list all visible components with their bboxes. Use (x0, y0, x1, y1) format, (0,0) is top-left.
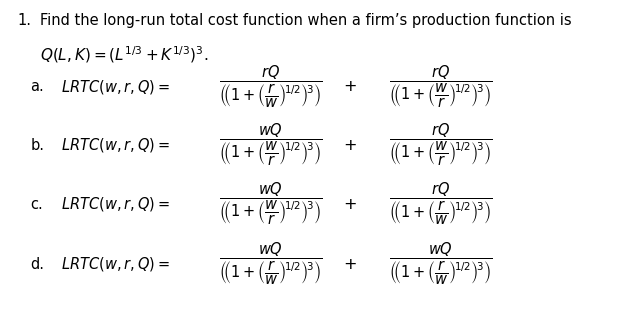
Text: $\mathit{LRTC}(w,r,Q) = $: $\mathit{LRTC}(w,r,Q) = $ (61, 78, 170, 96)
Text: $+$: $+$ (343, 257, 356, 272)
Text: $\mathit{LRTC}(w,r,Q) = $: $\mathit{LRTC}(w,r,Q) = $ (61, 195, 170, 213)
Text: $\dfrac{wQ}{\left(\!\left(1+\left(\dfrac{w}{r}\right)^{\!1/2}\right)^{\!3}\right: $\dfrac{wQ}{\left(\!\left(1+\left(\dfrac… (219, 122, 322, 168)
Text: c.: c. (30, 196, 43, 211)
Text: $\dfrac{rQ}{\left(\!\left(1+\left(\dfrac{w}{r}\right)^{\!1/2}\right)^{\!3}\right: $\dfrac{rQ}{\left(\!\left(1+\left(\dfrac… (389, 64, 492, 110)
Text: $\dfrac{wQ}{\left(\!\left(1+\left(\dfrac{r}{w}\right)^{\!1/2}\right)^{\!3}\right: $\dfrac{wQ}{\left(\!\left(1+\left(\dfrac… (389, 241, 492, 287)
Text: $\dfrac{rQ}{\left(\!\left(1+\left(\dfrac{w}{r}\right)^{\!1/2}\right)^{\!3}\right: $\dfrac{rQ}{\left(\!\left(1+\left(\dfrac… (389, 122, 492, 168)
Text: $+$: $+$ (343, 196, 356, 211)
Text: Find the long-run total cost function when a firm’s production function is: Find the long-run total cost function wh… (40, 13, 571, 28)
Text: $Q(L, K) = \left(L^{1/3} + K^{1/3}\right)^3.$: $Q(L, K) = \left(L^{1/3} + K^{1/3}\right… (40, 44, 208, 65)
Text: $\mathit{LRTC}(w,r,Q) = $: $\mathit{LRTC}(w,r,Q) = $ (61, 255, 170, 273)
Text: $\dfrac{wQ}{\left(\!\left(1+\left(\dfrac{w}{r}\right)^{\!1/2}\right)^{\!3}\right: $\dfrac{wQ}{\left(\!\left(1+\left(\dfrac… (219, 181, 322, 227)
Text: $\dfrac{wQ}{\left(\!\left(1+\left(\dfrac{r}{w}\right)^{\!1/2}\right)^{\!3}\right: $\dfrac{wQ}{\left(\!\left(1+\left(\dfrac… (219, 241, 322, 287)
Text: d.: d. (30, 257, 45, 272)
Text: $+$: $+$ (343, 138, 356, 153)
Text: $\dfrac{rQ}{\left(\!\left(1+\left(\dfrac{r}{w}\right)^{\!1/2}\right)^{\!3}\right: $\dfrac{rQ}{\left(\!\left(1+\left(\dfrac… (389, 181, 492, 227)
Text: $\dfrac{rQ}{\left(\!\left(1+\left(\dfrac{r}{w}\right)^{\!1/2}\right)^{\!3}\right: $\dfrac{rQ}{\left(\!\left(1+\left(\dfrac… (219, 64, 322, 110)
Text: $+$: $+$ (343, 79, 356, 94)
Text: b.: b. (30, 138, 45, 153)
Text: $\mathit{LRTC}(w,r,Q) = $: $\mathit{LRTC}(w,r,Q) = $ (61, 136, 170, 154)
Text: 1.: 1. (17, 13, 31, 28)
Text: a.: a. (30, 79, 44, 94)
